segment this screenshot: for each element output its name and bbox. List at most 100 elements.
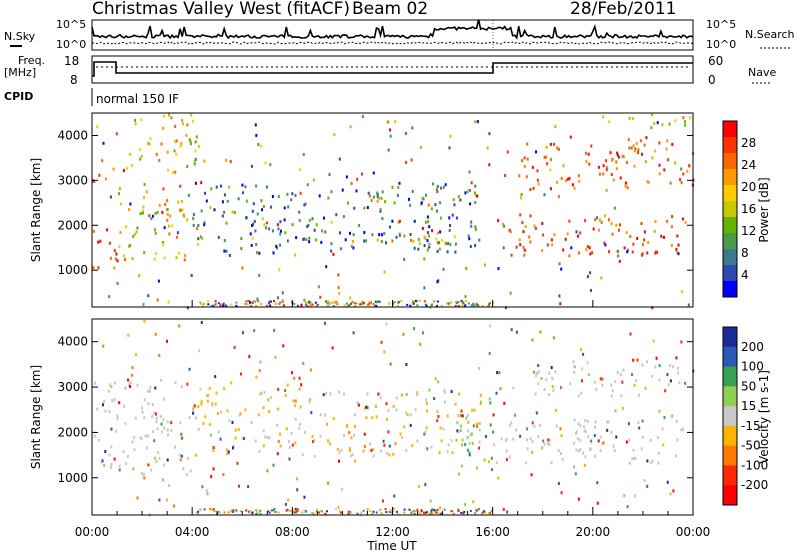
heatmap-cell xyxy=(375,415,378,419)
heatmap-cell xyxy=(212,446,215,450)
heatmap-cell xyxy=(444,241,447,245)
heatmap-cell xyxy=(284,389,287,392)
heatmap-cell xyxy=(340,448,343,452)
heatmap-cell xyxy=(181,436,183,440)
heatmap-cell xyxy=(161,478,164,482)
heatmap-cell xyxy=(478,446,481,450)
heatmap-cell xyxy=(653,229,656,233)
heatmap-cell xyxy=(179,144,182,148)
heatmap-cell xyxy=(449,224,451,228)
heatmap-cell xyxy=(283,218,286,222)
heatmap-cell xyxy=(322,393,325,397)
heatmap-cell xyxy=(147,463,150,467)
heatmap-cell xyxy=(631,373,633,377)
heatmap-cell xyxy=(327,439,330,443)
heatmap-cell xyxy=(440,305,443,308)
heatmap-cell xyxy=(181,119,184,123)
heatmap-cell xyxy=(429,499,432,503)
heatmap-cell xyxy=(158,203,161,207)
heatmap-cell xyxy=(124,258,127,261)
heatmap-cell xyxy=(471,442,474,445)
heatmap-cell xyxy=(442,185,445,189)
heatmap-cell xyxy=(435,237,438,241)
heatmap-cell xyxy=(404,131,407,135)
heatmap-cell xyxy=(424,483,427,487)
heatmap-cell xyxy=(499,387,502,391)
heatmap-cell xyxy=(395,511,398,514)
velocity-y-axis-label: Slant Range [km] xyxy=(29,365,43,469)
heatmap-cell xyxy=(192,213,195,216)
heatmap-cell xyxy=(515,428,518,432)
heatmap-cell xyxy=(109,383,111,387)
heatmap-cell xyxy=(113,398,116,402)
heatmap-cell xyxy=(284,502,287,506)
heatmap-cell xyxy=(416,439,419,443)
heatmap-cell xyxy=(409,423,412,427)
heatmap-cell xyxy=(546,442,549,445)
heatmap-cell xyxy=(162,241,165,244)
heatmap-cell xyxy=(682,427,685,431)
heatmap-cell xyxy=(396,193,399,197)
heatmap-cell xyxy=(278,268,281,272)
heatmap-cell xyxy=(191,408,194,412)
heatmap-cell xyxy=(383,270,386,274)
heatmap-cell xyxy=(207,303,210,306)
heatmap-cell xyxy=(463,510,466,513)
heatmap-cell xyxy=(401,393,403,397)
heatmap-cell xyxy=(488,132,491,136)
heatmap-cell xyxy=(397,220,400,224)
heatmap-cell xyxy=(488,303,491,306)
heatmap-cell xyxy=(489,423,492,427)
heatmap-cell xyxy=(681,290,683,294)
heatmap-cell xyxy=(503,224,506,228)
heatmap-cell xyxy=(529,188,532,191)
heatmap-cell xyxy=(654,250,657,254)
heatmap-cell xyxy=(267,510,270,513)
heatmap-cell xyxy=(625,231,628,235)
heatmap-cell xyxy=(409,233,412,236)
heatmap-cell xyxy=(487,304,490,307)
heatmap-cell xyxy=(220,410,222,414)
heatmap-cell xyxy=(206,399,209,403)
heatmap-cell xyxy=(250,164,253,168)
heatmap-cell xyxy=(301,511,304,514)
heatmap-cell xyxy=(421,331,424,335)
heatmap-cell xyxy=(643,143,646,147)
heatmap-cell xyxy=(476,304,479,307)
heatmap-cell xyxy=(269,300,272,303)
heatmap-cell xyxy=(363,239,366,243)
heatmap-cell xyxy=(225,304,228,307)
heatmap-cell xyxy=(295,236,298,240)
nave-label: Nave xyxy=(748,66,776,79)
heatmap-cell xyxy=(467,420,470,424)
heatmap-cell xyxy=(303,203,306,207)
heatmap-cell xyxy=(389,362,392,366)
heatmap-cell xyxy=(219,303,222,307)
heatmap-cell xyxy=(160,378,163,382)
heatmap-cell xyxy=(522,245,525,249)
heatmap-cell xyxy=(343,304,346,308)
heatmap-cell xyxy=(350,454,353,458)
heatmap-cell xyxy=(478,440,481,444)
heatmap-cell xyxy=(388,302,390,305)
heatmap-cell xyxy=(606,428,609,432)
heatmap-cell xyxy=(274,302,277,305)
heatmap-cell xyxy=(514,413,516,417)
heatmap-cell xyxy=(217,430,220,434)
heatmap-cell xyxy=(125,225,127,229)
heatmap-cell xyxy=(232,509,235,512)
heatmap-cell xyxy=(234,510,237,513)
heatmap-cell xyxy=(297,426,300,430)
heatmap-cell xyxy=(664,389,667,393)
heatmap-cell xyxy=(581,379,583,383)
heatmap-cell xyxy=(277,227,280,231)
heatmap-cell xyxy=(464,443,467,447)
heatmap-cell xyxy=(164,203,167,206)
heatmap-cell xyxy=(526,142,529,146)
heatmap-cell xyxy=(286,239,289,243)
heatmap-cell xyxy=(163,463,166,467)
cpid-label: CPID xyxy=(4,90,33,103)
heatmap-cell xyxy=(116,281,119,285)
heatmap-cell xyxy=(656,436,659,439)
